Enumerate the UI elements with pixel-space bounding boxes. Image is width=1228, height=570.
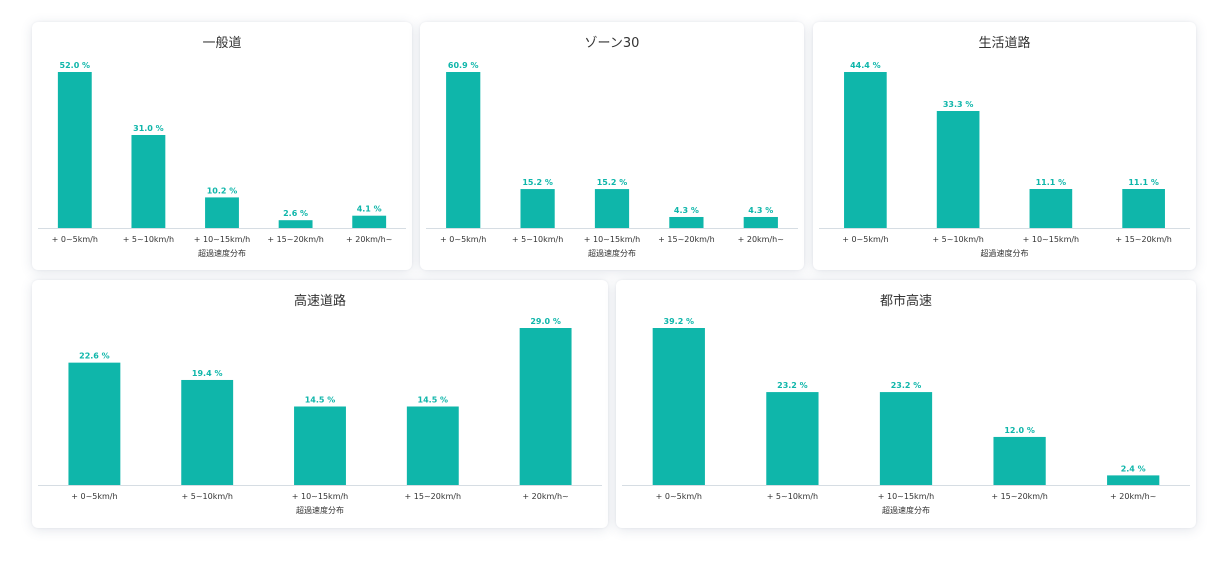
- data-label: 23.2 %: [891, 381, 922, 390]
- chart-card-toshi-kosoku: 都市高速 39.2 % + 0~5km/h 23.2 % + 5~10km/h 23.2…: [616, 280, 1196, 528]
- x-tick-label: + 5~10km/h: [512, 235, 563, 244]
- data-label: 4.1 %: [357, 205, 382, 214]
- data-label: 14.5 %: [305, 396, 336, 405]
- bar[interactable]: [520, 189, 555, 228]
- bar[interactable]: [766, 392, 819, 485]
- bar[interactable]: [1122, 189, 1165, 228]
- bar[interactable]: [594, 189, 630, 228]
- bar[interactable]: [879, 392, 933, 485]
- bar[interactable]: [294, 406, 346, 486]
- chart-title: 生活道路: [978, 36, 1031, 51]
- data-label: 31.0 %: [133, 124, 164, 133]
- bar[interactable]: [446, 72, 481, 228]
- bar[interactable]: [181, 379, 234, 485]
- chart-card-kosoku-doro: 高速道路 22.6 % + 0~5km/h 19.4 % + 5~10km/h 14.5…: [32, 280, 608, 528]
- bar[interactable]: [993, 436, 1046, 485]
- x-tick-label: + 10~15km/h: [1023, 235, 1080, 244]
- data-label: 11.1 %: [1128, 178, 1159, 187]
- x-tick-label: + 20km/h~: [346, 235, 392, 244]
- data-label: 29.0 %: [530, 317, 561, 326]
- bar[interactable]: [205, 197, 239, 228]
- x-tick-label: + 5~10km/h: [181, 492, 232, 501]
- bar-chart-seikatsu-doro: 44.4 % + 0~5km/h 33.3 % + 5~10km/h 11.1 % + 1…: [819, 61, 1190, 258]
- x-axis-title: 超過速度分布: [882, 505, 930, 515]
- bar-chart-toshi-kosoku: 39.2 % + 0~5km/h 23.2 % + 5~10km/h 23.2 % + 1…: [622, 317, 1190, 515]
- data-label: 12.0 %: [1004, 426, 1035, 435]
- x-tick-label: + 10~15km/h: [194, 235, 251, 244]
- bar[interactable]: [844, 72, 887, 228]
- bar[interactable]: [57, 72, 92, 228]
- x-tick-label: + 15~20km/h: [405, 492, 462, 501]
- x-axis-title: 超過速度分布: [198, 248, 246, 258]
- data-label: 4.3 %: [748, 206, 773, 215]
- bar[interactable]: [743, 216, 778, 228]
- x-axis-title: 超過速度分布: [981, 248, 1029, 258]
- data-label: 39.2 %: [664, 317, 695, 326]
- data-label: 60.9 %: [448, 61, 479, 70]
- x-tick-label: + 5~10km/h: [932, 235, 983, 244]
- bar[interactable]: [936, 111, 980, 228]
- x-tick-label: + 20km/h~: [738, 235, 784, 244]
- data-label: 19.4 %: [192, 369, 223, 378]
- x-axis-title: 超過速度分布: [296, 505, 344, 515]
- data-label: 44.4 %: [850, 61, 881, 70]
- data-label: 52.0 %: [60, 61, 91, 70]
- x-tick-label: + 5~10km/h: [123, 235, 174, 244]
- chart-title: 都市高速: [879, 294, 932, 309]
- bar[interactable]: [68, 362, 121, 485]
- x-tick-label: + 15~20km/h: [1115, 235, 1172, 244]
- x-tick-label: + 20km/h~: [522, 492, 568, 501]
- x-axis-title: 超過速度分布: [588, 248, 636, 258]
- data-label: 15.2 %: [597, 178, 628, 187]
- bar[interactable]: [1107, 475, 1160, 485]
- chart-card-ippando: 一般道 52.0 % + 0~5km/h 31.0 % + 5~10km/h 10.2 …: [32, 22, 412, 270]
- data-label: 11.1 %: [1036, 178, 1067, 187]
- data-label: 2.4 %: [1121, 464, 1146, 473]
- data-label: 23.2 %: [777, 381, 808, 390]
- bar-chart-zone30: 60.9 % + 0~5km/h 15.2 % + 5~10km/h 15.2 % + 1…: [426, 61, 798, 258]
- data-label: 22.6 %: [79, 352, 110, 361]
- bar[interactable]: [652, 328, 705, 485]
- x-tick-label: + 15~20km/h: [658, 235, 715, 244]
- bar[interactable]: [1029, 189, 1073, 228]
- x-tick-label: + 0~5km/h: [71, 492, 117, 501]
- x-tick-label: + 20km/h~: [1110, 492, 1156, 501]
- data-label: 10.2 %: [207, 186, 238, 195]
- bar[interactable]: [669, 216, 704, 228]
- bar[interactable]: [406, 406, 459, 486]
- bar[interactable]: [131, 135, 166, 228]
- x-tick-label: + 15~20km/h: [267, 235, 324, 244]
- chart-title: 一般道: [202, 36, 242, 51]
- bar-chart-kosoku-doro: 22.6 % + 0~5km/h 19.4 % + 5~10km/h 14.5 % + 1…: [38, 317, 602, 515]
- x-tick-label: + 0~5km/h: [440, 235, 486, 244]
- x-tick-label: + 0~5km/h: [656, 492, 702, 501]
- data-label: 14.5 %: [418, 396, 449, 405]
- chart-title: 高速道路: [293, 294, 346, 309]
- x-tick-label: + 10~15km/h: [292, 492, 349, 501]
- x-tick-label: + 10~15km/h: [878, 492, 935, 501]
- x-tick-label: + 10~15km/h: [584, 235, 641, 244]
- bar-chart-ippando: 52.0 % + 0~5km/h 31.0 % + 5~10km/h 10.2 % + 1…: [38, 61, 406, 258]
- x-tick-label: + 0~5km/h: [842, 235, 888, 244]
- bar[interactable]: [278, 220, 313, 228]
- chart-card-zone30: ゾーン30 60.9 % + 0~5km/h 15.2 % + 5~10km/h 15.…: [420, 22, 804, 270]
- data-label: 15.2 %: [522, 178, 553, 187]
- data-label: 33.3 %: [943, 100, 974, 109]
- data-label: 4.3 %: [674, 206, 699, 215]
- bar[interactable]: [519, 328, 572, 485]
- chart-title: ゾーン30: [584, 36, 640, 51]
- x-tick-label: + 5~10km/h: [767, 492, 818, 501]
- chart-card-seikatsu-doro: 生活道路 44.4 % + 0~5km/h 33.3 % + 5~10km/h 11.1…: [813, 22, 1196, 270]
- data-label: 2.6 %: [283, 209, 308, 218]
- bar[interactable]: [352, 215, 387, 228]
- x-tick-label: + 0~5km/h: [52, 235, 98, 244]
- x-tick-label: + 15~20km/h: [991, 492, 1048, 501]
